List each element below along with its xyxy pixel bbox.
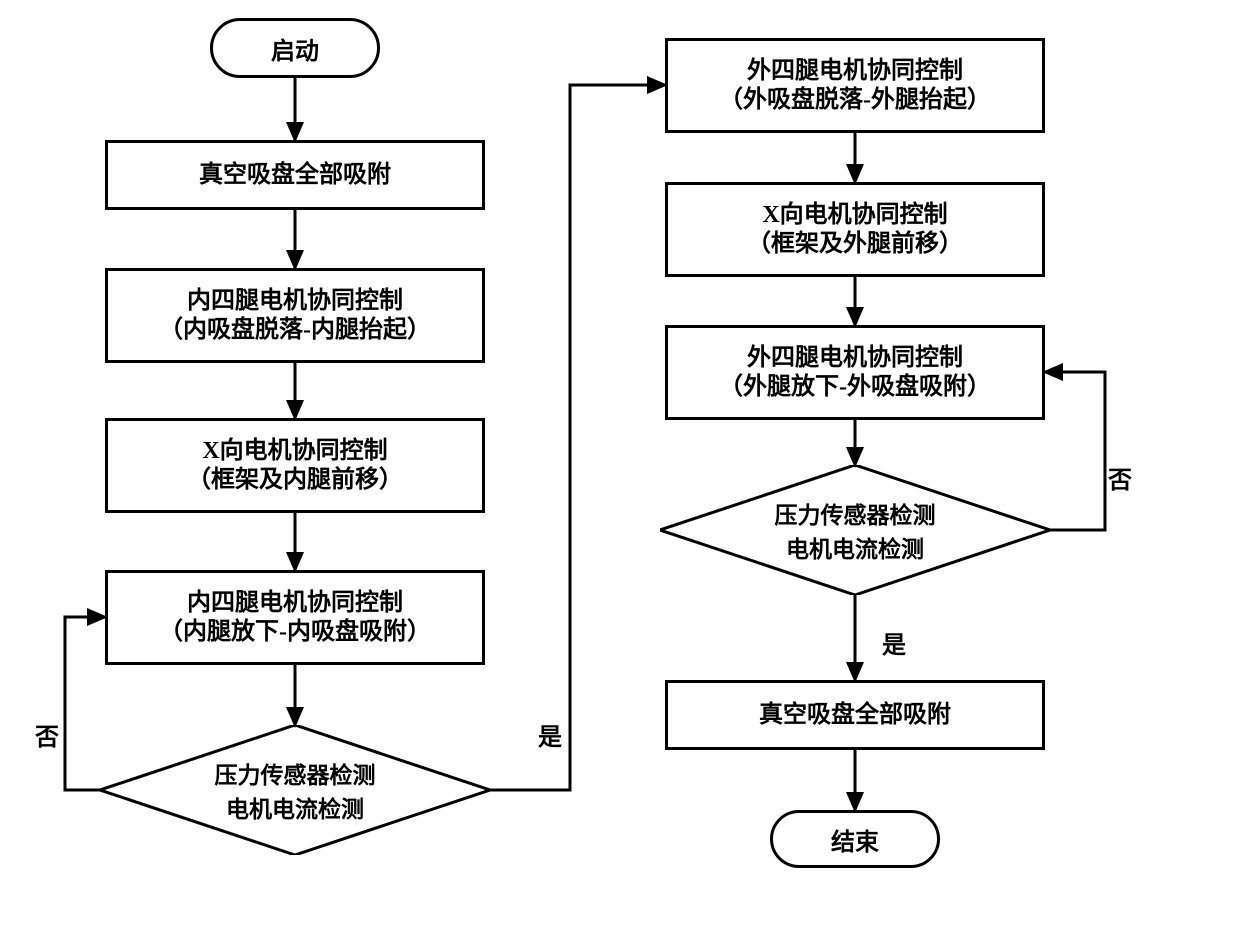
- node-vacuum-all-1: 真空吸盘全部吸附: [105, 140, 485, 210]
- node-text-l1: 外四腿电机协同控制: [747, 344, 963, 373]
- node-x-motor-outer: X向电机协同控制 （框架及外腿前移）: [665, 182, 1045, 277]
- node-text-l2: （框架及内腿前移）: [187, 466, 403, 495]
- start-node: 启动: [210, 18, 380, 78]
- end-text: 结束: [831, 822, 879, 857]
- decision-text-l1: 压力传感器检测: [215, 756, 376, 790]
- node-text-l1: X向电机协同控制: [762, 201, 947, 230]
- decision-text-l1: 压力传感器检测: [775, 496, 936, 530]
- node-text-l2: （外吸盘脱落-外腿抬起）: [719, 86, 991, 115]
- node-text: 真空吸盘全部吸附: [759, 701, 951, 730]
- node-outer-leg-up: 外四腿电机协同控制 （外吸盘脱落-外腿抬起）: [665, 38, 1045, 133]
- node-text-l1: X向电机协同控制: [202, 437, 387, 466]
- node-text-l2: （框架及外腿前移）: [747, 230, 963, 259]
- label-yes-1: 是: [538, 717, 562, 752]
- label-yes-2: 是: [882, 625, 906, 660]
- node-text: 真空吸盘全部吸附: [199, 161, 391, 190]
- node-inner-leg-up: 内四腿电机协同控制 （内吸盘脱落-内腿抬起）: [105, 268, 485, 363]
- node-outer-leg-down: 外四腿电机协同控制 （外腿放下-外吸盘吸附）: [665, 325, 1045, 420]
- end-node: 结束: [770, 810, 940, 868]
- decision-text-l2: 电机电流检测: [775, 530, 936, 564]
- decision-text-l2: 电机电流检测: [215, 790, 376, 824]
- node-inner-leg-down: 内四腿电机协同控制 （内腿放下-内吸盘吸附）: [105, 570, 485, 665]
- node-text-l2: （内腿放下-内吸盘吸附）: [159, 618, 431, 647]
- label-no-2: 否: [1108, 460, 1132, 495]
- node-x-motor-inner: X向电机协同控制 （框架及内腿前移）: [105, 418, 485, 513]
- node-text-l1: 内四腿电机协同控制: [187, 589, 403, 618]
- node-text-l2: （内吸盘脱落-内腿抬起）: [159, 316, 431, 345]
- label-no-1: 否: [35, 717, 59, 752]
- node-text-l1: 内四腿电机协同控制: [187, 287, 403, 316]
- node-vacuum-all-2: 真空吸盘全部吸附: [665, 680, 1045, 750]
- decision-2: 压力传感器检测 电机电流检测: [660, 465, 1050, 595]
- start-text: 启动: [271, 31, 319, 66]
- node-text-l1: 外四腿电机协同控制: [747, 57, 963, 86]
- decision-1: 压力传感器检测 电机电流检测: [100, 725, 490, 855]
- node-text-l2: （外腿放下-外吸盘吸附）: [719, 373, 991, 402]
